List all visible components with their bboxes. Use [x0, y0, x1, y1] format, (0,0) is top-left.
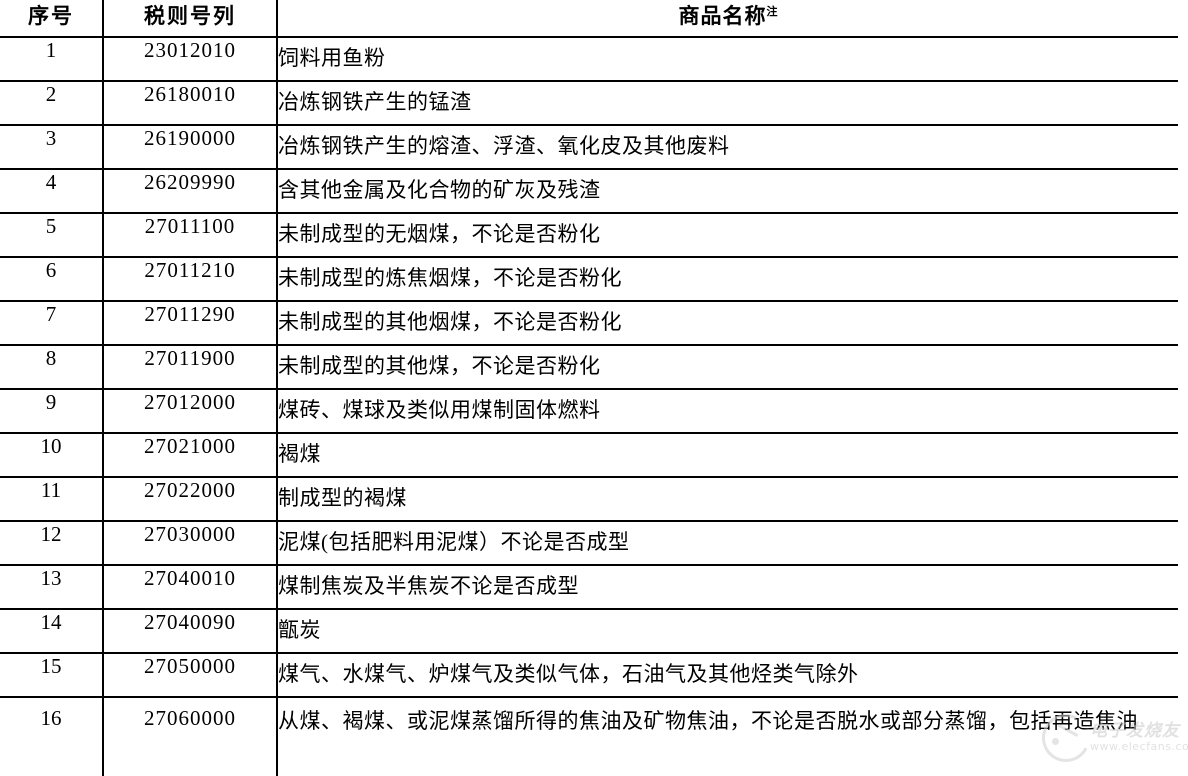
cell-sequence: 11 — [0, 477, 104, 522]
table-body: 1 23012010 饲料用鱼粉 2 26180010 冶炼钢铁产生的锰渣 3 2619000… — [0, 37, 1178, 776]
cell-sequence: 15 — [0, 653, 104, 698]
cell-tariff-code: 27011290 — [103, 301, 278, 346]
table-row: 3 26190000 冶炼钢铁产生的熔渣、浮渣、氧化皮及其他废料 — [0, 125, 1178, 170]
table-row: 15 27050000 煤气、水煤气、炉煤气及类似气体，石油气及其他烃类气除外 — [0, 653, 1178, 698]
cell-commodity-name: 冶炼钢铁产生的锰渣 — [277, 81, 1178, 126]
table-row: 2 26180010 冶炼钢铁产生的锰渣 — [0, 81, 1178, 126]
cell-tariff-code: 27050000 — [103, 653, 278, 698]
cell-tariff-code: 27021000 — [103, 433, 278, 478]
table-row: 14 27040090 甑炭 — [0, 609, 1178, 654]
cell-tariff-code: 26180010 — [103, 81, 278, 126]
cell-commodity-name: 制成型的褐煤 — [277, 477, 1178, 522]
column-header-tariff-code: 税则号列 — [103, 0, 278, 38]
column-header-commodity-name: 商品名称注 — [277, 0, 1178, 38]
cell-sequence: 12 — [0, 521, 104, 566]
cell-tariff-code: 27011900 — [103, 345, 278, 390]
table-row: 1 23012010 饲料用鱼粉 — [0, 37, 1178, 82]
cell-commodity-name: 褐煤 — [277, 433, 1178, 478]
cell-commodity-name: 未制成型的炼焦烟煤，不论是否粉化 — [277, 257, 1178, 302]
table-header-row: 序号 税则号列 商品名称注 — [0, 0, 1178, 38]
column-header-sequence: 序号 — [0, 0, 104, 38]
cell-commodity-name: 煤制焦炭及半焦炭不论是否成型 — [277, 565, 1178, 610]
cell-tariff-code: 27012000 — [103, 389, 278, 434]
cell-tariff-code: 27040090 — [103, 609, 278, 654]
cell-tariff-code: 27040010 — [103, 565, 278, 610]
cell-sequence: 3 — [0, 125, 104, 170]
cell-sequence: 1 — [0, 37, 104, 82]
cell-sequence: 2 — [0, 81, 104, 126]
table-row: 9 27012000 煤砖、煤球及类似用煤制固体燃料 — [0, 389, 1178, 434]
table-row: 4 26209990 含其他金属及化合物的矿灰及残渣 — [0, 169, 1178, 214]
cell-commodity-name: 未制成型的其他烟煤，不论是否粉化 — [277, 301, 1178, 346]
table-row: 13 27040010 煤制焦炭及半焦炭不论是否成型 — [0, 565, 1178, 610]
table-row: 11 27022000 制成型的褐煤 — [0, 477, 1178, 522]
column-header-note-superscript: 注 — [766, 6, 778, 18]
table-row: 10 27021000 褐煤 — [0, 433, 1178, 478]
cell-tariff-code: 27011100 — [103, 213, 278, 258]
table-row: 7 27011290 未制成型的其他烟煤，不论是否粉化 — [0, 301, 1178, 346]
cell-sequence: 5 — [0, 213, 104, 258]
cell-sequence: 13 — [0, 565, 104, 610]
cell-commodity-name: 从煤、褐煤、或泥煤蒸馏所得的焦油及矿物焦油，不论是否脱水或部分蒸馏，包括再造焦油 — [277, 697, 1178, 776]
cell-sequence: 8 — [0, 345, 104, 390]
cell-commodity-name: 冶炼钢铁产生的熔渣、浮渣、氧化皮及其他废料 — [277, 125, 1178, 170]
cell-commodity-name: 未制成型的其他煤，不论是否粉化 — [277, 345, 1178, 390]
table-row: 16 27060000 从煤、褐煤、或泥煤蒸馏所得的焦油及矿物焦油，不论是否脱水或部… — [0, 697, 1178, 776]
cell-tariff-code: 23012010 — [103, 37, 278, 82]
table-row: 6 27011210 未制成型的炼焦烟煤，不论是否粉化 — [0, 257, 1178, 302]
table-row: 5 27011100 未制成型的无烟煤，不论是否粉化 — [0, 213, 1178, 258]
cell-commodity-name: 甑炭 — [277, 609, 1178, 654]
cell-sequence: 6 — [0, 257, 104, 302]
cell-tariff-code: 26190000 — [103, 125, 278, 170]
cell-commodity-name: 泥煤(包括肥料用泥煤）不论是否成型 — [277, 521, 1178, 566]
cell-tariff-code: 27022000 — [103, 477, 278, 522]
cell-sequence: 14 — [0, 609, 104, 654]
cell-tariff-code: 27060000 — [103, 697, 278, 776]
cell-commodity-name: 煤气、水煤气、炉煤气及类似气体，石油气及其他烃类气除外 — [277, 653, 1178, 698]
table-row: 12 27030000 泥煤(包括肥料用泥煤）不论是否成型 — [0, 521, 1178, 566]
cell-commodity-name: 煤砖、煤球及类似用煤制固体燃料 — [277, 389, 1178, 434]
cell-commodity-name: 未制成型的无烟煤，不论是否粉化 — [277, 213, 1178, 258]
cell-sequence: 9 — [0, 389, 104, 434]
cell-sequence: 16 — [0, 697, 104, 776]
cell-sequence: 7 — [0, 301, 104, 346]
cell-commodity-name: 含其他金属及化合物的矿灰及残渣 — [277, 169, 1178, 214]
column-header-commodity-name-text: 商品名称 — [678, 4, 767, 28]
cell-sequence: 10 — [0, 433, 104, 478]
table-header: 序号 税则号列 商品名称注 — [0, 0, 1178, 38]
cell-tariff-code: 26209990 — [103, 169, 278, 214]
cell-commodity-name: 饲料用鱼粉 — [277, 37, 1178, 82]
cell-sequence: 4 — [0, 169, 104, 214]
cell-tariff-code: 27030000 — [103, 521, 278, 566]
table-row: 8 27011900 未制成型的其他煤，不论是否粉化 — [0, 345, 1178, 390]
cell-tariff-code: 27011210 — [103, 257, 278, 302]
